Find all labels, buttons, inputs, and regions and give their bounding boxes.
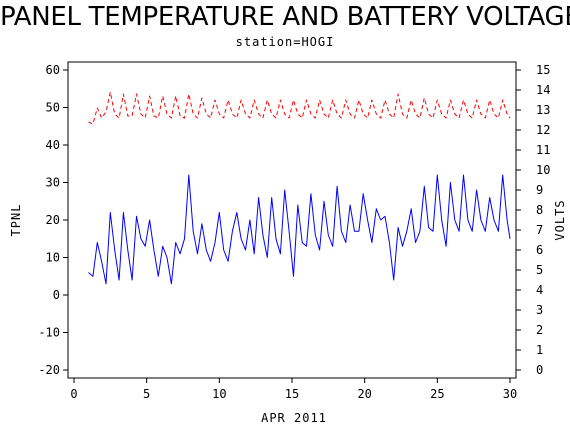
chart-subtitle: station=HOGI — [235, 35, 335, 49]
y-left-tick-label: 30 — [46, 176, 60, 190]
x-tick-label: 5 — [143, 387, 150, 401]
y-right-tick-label: 7 — [536, 223, 543, 237]
y-left-tick-label: 0 — [53, 288, 60, 302]
y-right-tick-label: 2 — [536, 323, 543, 337]
y-right-tick-label: 4 — [536, 283, 543, 297]
y-left-tick-label: 40 — [46, 138, 60, 152]
y-right-tick-label: 11 — [536, 143, 550, 157]
y-left-tick-label: -20 — [38, 363, 60, 377]
plot-frame — [67, 61, 517, 379]
y-right-tick-label: 5 — [536, 263, 543, 277]
x-axis-label: APR 2011 — [261, 411, 327, 425]
x-tick-label: 10 — [212, 387, 226, 401]
y-left-tick-label: 60 — [46, 63, 60, 77]
x-tick-label: 15 — [285, 387, 299, 401]
y-left-tick-label: 20 — [46, 213, 60, 227]
y-right-tick-label: 10 — [536, 163, 550, 177]
y-axis-right-label: VOLTS — [553, 199, 567, 240]
volts-series-line — [88, 91, 511, 125]
y-left-tick-label: 10 — [46, 251, 60, 265]
tpnl-series-line — [88, 174, 511, 285]
y-right-tick-label: 6 — [536, 243, 543, 257]
y-right-tick-label: 12 — [536, 123, 550, 137]
y-axis-left-label: TPNL — [9, 204, 23, 237]
y-right-tick-label: 15 — [536, 63, 550, 77]
axis-ticks: 0 5 10 15 20 25 30-20-100102030405060012345678… — [38, 63, 550, 401]
y-left-tick-label: -10 — [38, 326, 60, 340]
x-tick-label: 20 — [357, 387, 371, 401]
x-tick-label: 30 — [503, 387, 517, 401]
x-tick-label: 25 — [430, 387, 444, 401]
y-right-tick-label: 9 — [536, 183, 543, 197]
y-right-tick-label: 8 — [536, 203, 543, 217]
y-right-tick-label: 3 — [536, 303, 543, 317]
y-right-tick-label: 1 — [536, 343, 543, 357]
x-tick-label: 0 — [70, 387, 77, 401]
chart-title: PANEL TEMPERATURE AND BATTERY VOLTAGE — [0, 2, 570, 32]
y-left-tick-label: 50 — [46, 101, 60, 115]
data-series — [88, 91, 511, 285]
y-right-tick-label: 0 — [536, 363, 543, 377]
y-right-tick-label: 13 — [536, 103, 550, 117]
y-right-tick-label: 14 — [536, 83, 550, 97]
